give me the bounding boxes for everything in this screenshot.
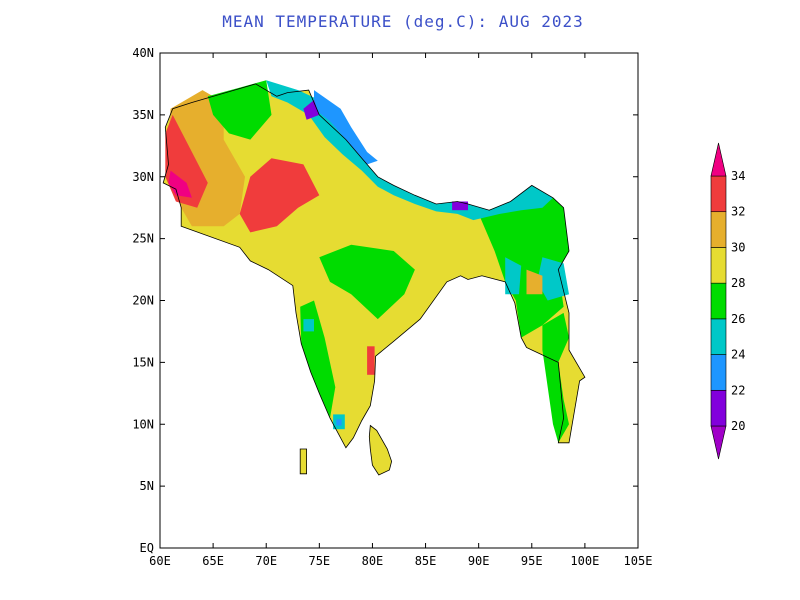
temperature-region-western-ghats-cool-patch (303, 319, 314, 332)
temperature-region-myanmar-central-dry-zone (526, 269, 543, 295)
colorbar-label: 20 (731, 419, 745, 433)
y-tick-label: 35N (132, 108, 154, 122)
temperature-region-sri-lanka (369, 425, 392, 475)
temperature-region-central-india (319, 244, 415, 320)
colorbar-segment (710, 389, 727, 427)
x-tick-label: 100E (570, 554, 599, 568)
y-tick-label: 25N (132, 232, 154, 246)
x-tick-label: 90E (468, 554, 490, 568)
colorbar-label: 22 (731, 383, 745, 397)
y-tick-label: 30N (132, 170, 154, 184)
y-axis: EQ 5N 10N 15N 20N 25N 30N 35N 40N (132, 46, 638, 555)
colorbar-segment (710, 282, 727, 320)
coastline-sri-lanka (368, 424, 393, 476)
x-tick-label: 65E (202, 554, 224, 568)
temperature-region-himalaya (266, 80, 553, 221)
x-tick-label: 80E (362, 554, 384, 568)
x-tick-label: 70E (255, 554, 277, 568)
colorbar-legend: 20 22 24 26 28 30 32 34 (710, 142, 745, 460)
temperature-region-indus-plain-hot-core (239, 158, 320, 233)
temperature-region-high-himalaya (314, 90, 378, 165)
y-tick-label: 5N (140, 479, 154, 493)
x-axis: 60E 65E 70E 75E 80E 85E 90E 95E 100E 105E (149, 53, 652, 568)
colorbar-label: 24 (731, 348, 745, 362)
y-tick-label: EQ (140, 541, 154, 555)
x-tick-label: 95E (521, 554, 543, 568)
x-tick-label: 85E (415, 554, 437, 568)
x-tick-label: 75E (308, 554, 330, 568)
temperature-region-afghan-plateau (207, 80, 272, 140)
y-tick-label: 40N (132, 46, 154, 60)
colorbar-label: 28 (731, 276, 745, 290)
y-tick-label: 10N (132, 417, 154, 431)
colorbar-cap-top (710, 142, 727, 177)
colorbar-cap-bottom (710, 425, 727, 460)
x-tick-label: 60E (149, 554, 171, 568)
coastline-india-mainland (162, 83, 586, 449)
y-tick-label: 20N (132, 294, 154, 308)
temperature-region-arakan-hills (505, 257, 522, 295)
temperature-region-maldives (300, 449, 307, 474)
map-layer (162, 80, 586, 476)
temperature-region-east-coast-hot-strip (367, 346, 375, 375)
temperature-region-shan-highlands (537, 257, 569, 301)
colorbar-segment (710, 318, 727, 355)
coastline-maldives (299, 448, 308, 475)
colorbar-segment (710, 175, 727, 213)
colorbar-label: 26 (731, 312, 745, 326)
temperature-region-eastern-himalaya-cold-spot (452, 201, 468, 211)
colorbar-label: 30 (731, 240, 745, 254)
colorbar-label: 32 (731, 205, 745, 219)
temperature-region-southwest-asia-core (168, 170, 192, 198)
colorbar-segment (710, 211, 727, 248)
temperature-region-northeast-india (478, 185, 569, 338)
y-tick-label: 15N (132, 355, 154, 369)
colorbar-segment (710, 247, 727, 284)
colorbar-label: 34 (731, 169, 745, 183)
temperature-region-myanmar-southern-strip (542, 312, 569, 443)
colorbar-segment (710, 354, 727, 391)
x-tick-label: 105E (624, 554, 653, 568)
chart-title: MEAN TEMPERATURE (deg.C): AUG 2023 (222, 12, 584, 31)
temperature-region-nilgiri-core (336, 419, 342, 426)
